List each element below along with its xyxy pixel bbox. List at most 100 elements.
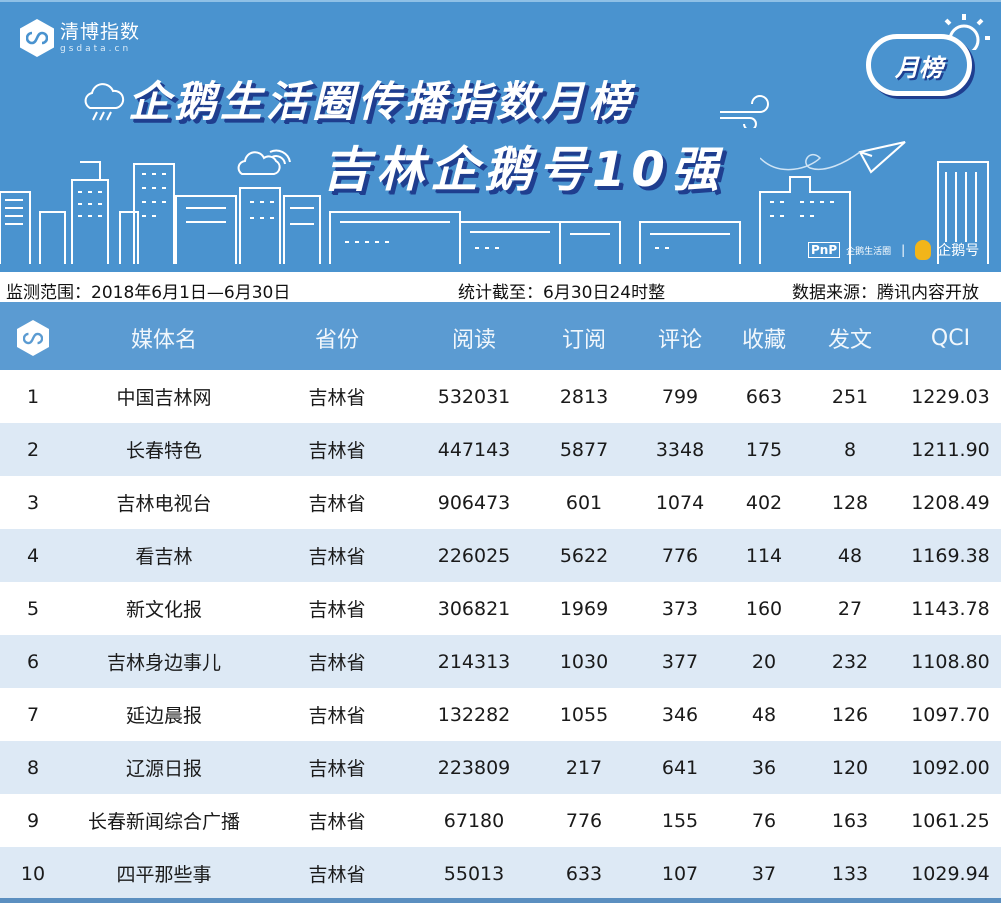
rank: 4 bbox=[26, 544, 40, 567]
info-bar: 监测范围：2018年6月1日—6月30日 统计截至：6月30日24时整 数据来源… bbox=[0, 272, 1001, 306]
favorites: 402 bbox=[745, 491, 783, 514]
penguin-life-logo-icon: PnP bbox=[808, 242, 841, 258]
subscriptions: 776 bbox=[565, 809, 603, 832]
favorites: 76 bbox=[751, 809, 777, 832]
subscriptions: 5622 bbox=[559, 544, 609, 567]
table-row: 4 看吉林 吉林省 226025 5622 776 114 48 1169.38 bbox=[0, 529, 1001, 582]
favorites: 20 bbox=[751, 650, 777, 673]
province: 吉林省 bbox=[308, 493, 366, 515]
rain-cloud-icon bbox=[84, 83, 125, 121]
reads: 447143 bbox=[437, 438, 511, 461]
media-name: 吉林身边事儿 bbox=[106, 652, 221, 674]
qingbo-logo-icon bbox=[20, 19, 54, 57]
rank: 6 bbox=[26, 650, 40, 673]
rank: 3 bbox=[26, 491, 40, 514]
banner-title-line1: 企鹅生活圈传播指数月榜 bbox=[128, 77, 635, 126]
rank: 1 bbox=[26, 385, 40, 408]
qci: 1229.03 bbox=[911, 385, 990, 408]
banner: 清博指数 gsdata.cn 企鹅生活圈传播指数月榜 吉林企鹅号10强 月榜 bbox=[0, 0, 1001, 272]
reads: 906473 bbox=[437, 491, 511, 514]
posts: 232 bbox=[831, 650, 869, 673]
favorites: 114 bbox=[745, 544, 783, 567]
city-skyline-illustration bbox=[0, 161, 989, 264]
monthly-badge: 月榜 bbox=[866, 34, 972, 96]
province: 吉林省 bbox=[308, 599, 366, 621]
media-name: 看吉林 bbox=[135, 546, 193, 568]
qci: 1097.70 bbox=[911, 703, 990, 726]
qci: 1169.38 bbox=[911, 544, 990, 567]
table-header: 媒体名 省份 阅读 订阅 评论 收藏 发文 QCI bbox=[0, 306, 1001, 370]
comments: 641 bbox=[661, 756, 699, 779]
header-favorites: 收藏 bbox=[741, 328, 786, 353]
province: 吉林省 bbox=[308, 705, 366, 727]
comments: 776 bbox=[661, 544, 699, 567]
subscriptions: 1969 bbox=[559, 597, 609, 620]
header-qci: QCI bbox=[930, 325, 971, 351]
favorites: 36 bbox=[751, 756, 777, 779]
bottom-divider bbox=[0, 898, 1001, 903]
rank: 8 bbox=[26, 756, 40, 779]
ranking-table: 媒体名 省份 阅读 订阅 评论 收藏 发文 QCI 1 中国吉林网 吉林省 53… bbox=[0, 306, 1001, 900]
media-name: 长春特色 bbox=[125, 440, 202, 462]
header-comments: 评论 bbox=[657, 328, 702, 353]
comments: 377 bbox=[661, 650, 699, 673]
rank: 9 bbox=[26, 809, 40, 832]
table-row: 3 吉林电视台 吉林省 906473 601 1074 402 128 1208… bbox=[0, 476, 1001, 529]
province: 吉林省 bbox=[308, 758, 366, 780]
province: 吉林省 bbox=[308, 864, 366, 886]
table-row: 1 中国吉林网 吉林省 532031 2813 799 663 251 1229… bbox=[0, 370, 1001, 423]
province: 吉林省 bbox=[308, 387, 366, 409]
posts: 48 bbox=[837, 544, 863, 567]
table-row: 9 长春新闻综合广播 吉林省 67180 776 155 76 163 1061… bbox=[0, 794, 1001, 847]
favorites: 175 bbox=[745, 438, 783, 461]
province: 吉林省 bbox=[308, 811, 366, 833]
comments: 107 bbox=[661, 862, 699, 885]
province: 吉林省 bbox=[308, 652, 366, 674]
media-name: 新文化报 bbox=[125, 599, 202, 621]
brand-name: 清博指数 bbox=[60, 20, 141, 43]
posts: 27 bbox=[837, 597, 863, 620]
favorites: 48 bbox=[751, 703, 777, 726]
header-province: 省份 bbox=[314, 328, 359, 353]
header-posts: 发文 bbox=[827, 328, 872, 353]
reads: 226025 bbox=[437, 544, 511, 567]
paper-plane-icon bbox=[760, 141, 906, 174]
qingbo-logo-icon bbox=[17, 320, 49, 356]
rank: 5 bbox=[26, 597, 40, 620]
header-reads: 阅读 bbox=[451, 328, 496, 353]
header-media-name: 媒体名 bbox=[130, 328, 197, 353]
qci: 1108.80 bbox=[911, 650, 990, 673]
subscriptions: 601 bbox=[565, 491, 603, 514]
comments: 373 bbox=[661, 597, 699, 620]
reads: 223809 bbox=[437, 756, 511, 779]
qci: 1092.00 bbox=[911, 756, 990, 779]
header-subscriptions: 订阅 bbox=[561, 328, 606, 353]
table-row: 8 辽源日报 吉林省 223809 217 641 36 120 1092.00 bbox=[0, 741, 1001, 794]
data-source: 数据来源：腾讯内容开放 bbox=[792, 283, 979, 303]
posts: 251 bbox=[831, 385, 869, 408]
reads: 214313 bbox=[437, 650, 511, 673]
penguin-icon bbox=[915, 240, 932, 260]
media-name: 延边晨报 bbox=[125, 705, 202, 727]
subscriptions: 2813 bbox=[559, 385, 609, 408]
qci: 1061.25 bbox=[911, 809, 990, 832]
media-name: 四平那些事 bbox=[116, 864, 212, 886]
reads: 132282 bbox=[437, 703, 511, 726]
brand-domain: gsdata.cn bbox=[60, 43, 132, 54]
posts: 8 bbox=[843, 438, 857, 461]
media-name: 吉林电视台 bbox=[116, 493, 212, 515]
banner-title-line2: 吉林企鹅号10强 bbox=[322, 142, 725, 198]
media-name: 中国吉林网 bbox=[116, 387, 212, 409]
comments: 3348 bbox=[655, 438, 705, 461]
comments: 346 bbox=[661, 703, 699, 726]
province: 吉林省 bbox=[308, 546, 366, 568]
media-name: 长春新闻综合广播 bbox=[87, 811, 240, 833]
reads: 532031 bbox=[437, 385, 511, 408]
table-row: 5 新文化报 吉林省 306821 1969 373 160 27 1143.7… bbox=[0, 582, 1001, 635]
comments: 1074 bbox=[655, 491, 705, 514]
stats-cutoff: 统计截至：6月30日24时整 bbox=[458, 283, 666, 303]
posts: 133 bbox=[831, 862, 869, 885]
rank: 2 bbox=[26, 438, 40, 461]
monthly-badge-label: 月榜 bbox=[895, 53, 943, 82]
subscriptions: 1055 bbox=[559, 703, 609, 726]
